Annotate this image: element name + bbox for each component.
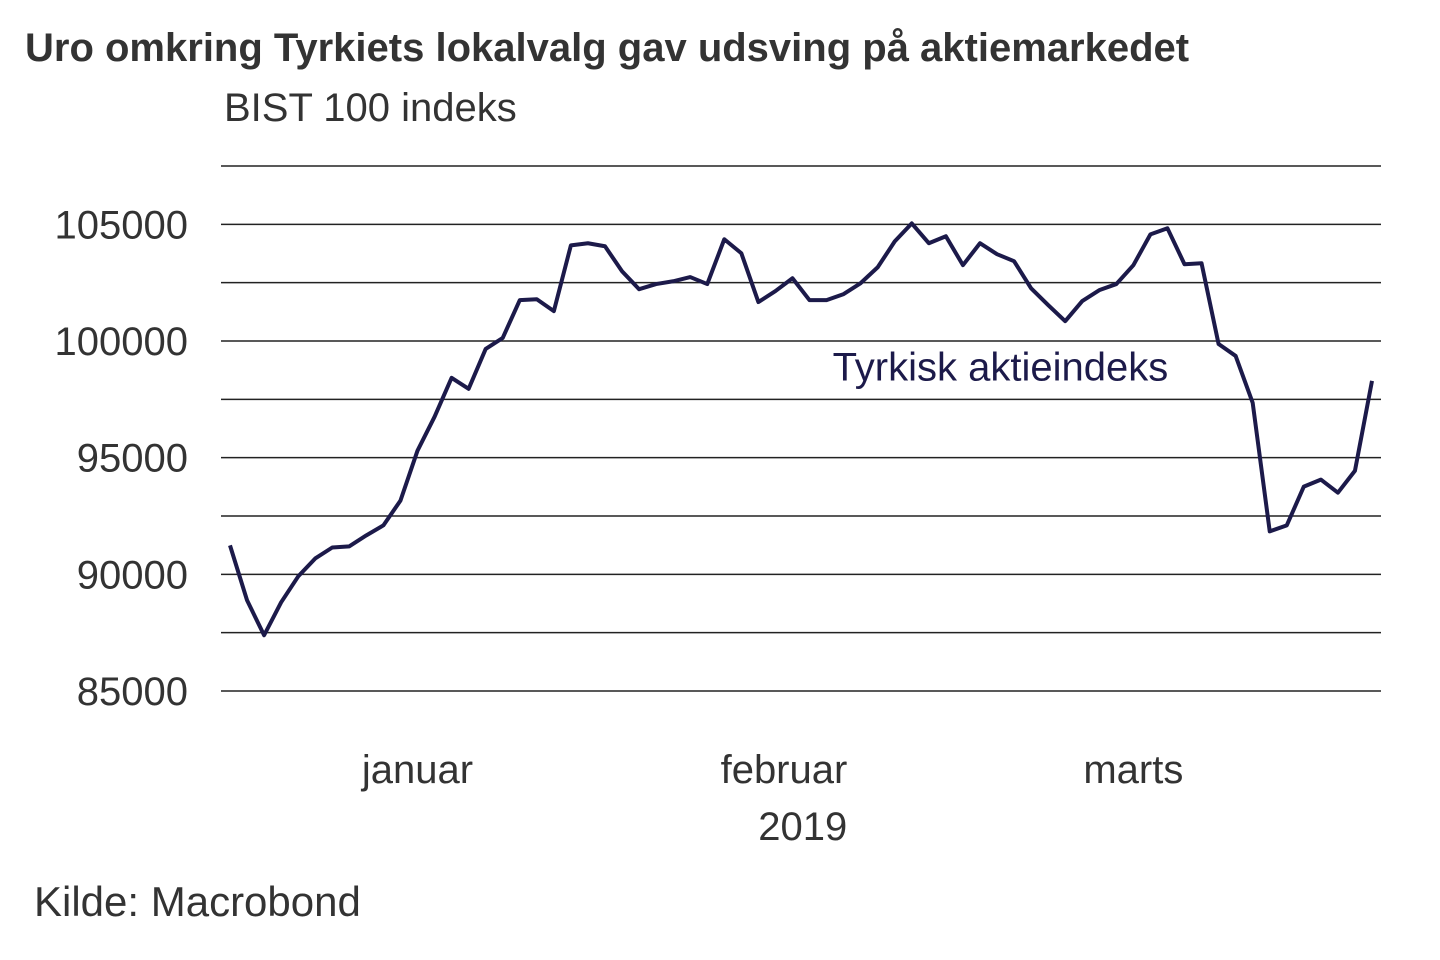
y-tick-label: 95000 xyxy=(77,437,188,481)
x-tick-label: januar xyxy=(361,748,473,792)
x-tick-label: marts xyxy=(1083,748,1183,792)
y-tick-label: 90000 xyxy=(77,553,188,597)
chart-subtitle: BIST 100 indeks xyxy=(224,86,517,130)
x-tick-label: februar xyxy=(721,748,848,792)
chart-title: Uro omkring Tyrkiets lokalvalg gav udsvi… xyxy=(25,26,1190,70)
series-label: Tyrkisk aktieindeks xyxy=(833,346,1169,390)
y-tick-label: 105000 xyxy=(55,203,188,247)
y-tick-label: 100000 xyxy=(55,320,188,364)
x-year-label: 2019 xyxy=(758,805,847,849)
y-tick-label: 85000 xyxy=(77,670,188,714)
series-line xyxy=(228,221,1374,638)
source-note: Kilde: Macrobond xyxy=(34,878,361,925)
